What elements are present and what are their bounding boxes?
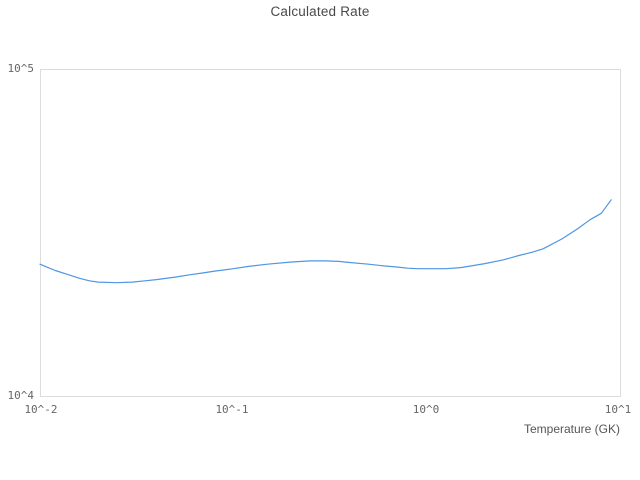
x-tick-label-1e0: 10^0 [412, 403, 440, 416]
y-tick-label-1e4: 10^4 [7, 389, 35, 402]
plot-area [40, 69, 621, 397]
x-tick-label-1e-2: 10^-2 [24, 403, 58, 416]
x-tick-label-1e-1: 10^-1 [215, 403, 249, 416]
x-tick-label-1e1: 10^1 [604, 403, 632, 416]
x-axis-title: Temperature (GK) [523, 422, 620, 436]
chart-title: Calculated Rate [270, 4, 370, 19]
y-tick-label-1e5: 10^5 [7, 62, 35, 75]
